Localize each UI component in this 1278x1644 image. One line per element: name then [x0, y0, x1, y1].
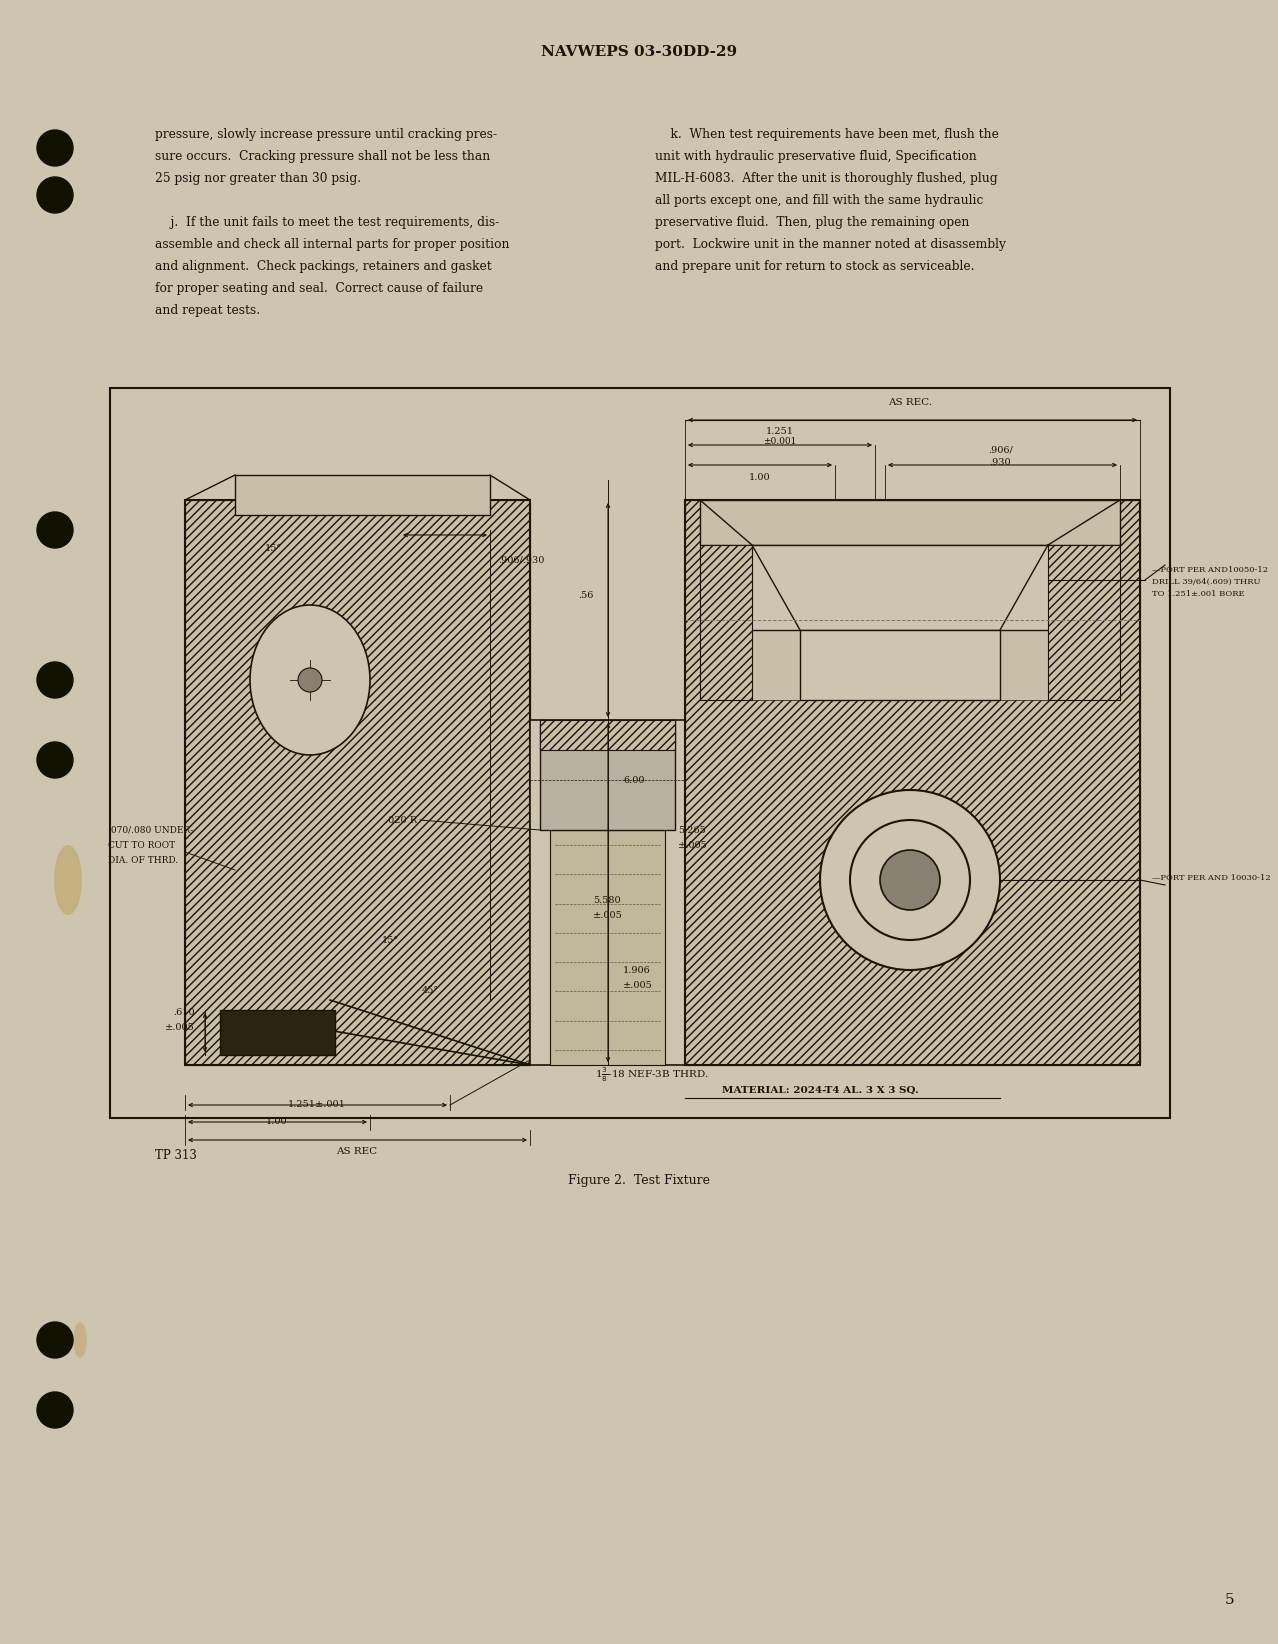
Text: and repeat tests.: and repeat tests. [155, 304, 261, 317]
Text: 1$\frac{3}{8}$-18 NEF-3B THRD.: 1$\frac{3}{8}$-18 NEF-3B THRD. [596, 1065, 709, 1085]
Circle shape [37, 178, 73, 214]
Bar [530, 720, 685, 1065]
Text: .070/.080 UNDER-: .070/.080 UNDER- [109, 825, 193, 835]
Text: 5.580: 5.580 [593, 896, 621, 904]
Bar [685, 500, 1140, 1065]
Text: ±.005: ±.005 [679, 840, 708, 850]
Text: ±.005: ±.005 [165, 1023, 196, 1031]
Text: for proper seating and seal.  Correct cause of failure: for proper seating and seal. Correct cau… [155, 283, 483, 294]
Circle shape [298, 667, 322, 692]
Text: .906/: .906/ [988, 446, 1012, 454]
Bar [1048, 546, 1120, 700]
Text: CUT TO ROOT: CUT TO ROOT [109, 840, 175, 850]
Text: 15°: 15° [381, 935, 399, 945]
Text: 25 psig nor greater than 30 psig.: 25 psig nor greater than 30 psig. [155, 173, 362, 186]
Text: pressure, slowly increase pressure until cracking pres-: pressure, slowly increase pressure until… [155, 128, 497, 141]
Text: 15°: 15° [265, 544, 282, 552]
Ellipse shape [54, 845, 82, 916]
Bar [800, 630, 999, 700]
Bar [700, 500, 1120, 700]
Text: NAVWEPS 03-30DD-29: NAVWEPS 03-30DD-29 [541, 44, 737, 59]
Text: j.  If the unit fails to meet the test requirements, dis-: j. If the unit fails to meet the test re… [155, 215, 500, 229]
Text: 1.00: 1.00 [749, 472, 771, 482]
Text: .906/.930: .906/.930 [498, 556, 544, 564]
Text: TO 1.251±.001 BORE: TO 1.251±.001 BORE [1151, 590, 1245, 598]
Bar [550, 830, 665, 1065]
Circle shape [37, 1322, 73, 1358]
Text: ±0.001: ±0.001 [763, 437, 796, 446]
Circle shape [820, 791, 999, 970]
Text: sure occurs.  Cracking pressure shall not be less than: sure occurs. Cracking pressure shall not… [155, 150, 491, 163]
Bar [185, 500, 530, 1065]
Bar [185, 500, 530, 1065]
Text: port.  Lockwire unit in the manner noted at disassembly: port. Lockwire unit in the manner noted … [656, 238, 1006, 252]
Text: all ports except one, and fill with the same hydraulic: all ports except one, and fill with the … [656, 194, 983, 207]
Circle shape [850, 820, 970, 940]
Text: 5: 5 [1226, 1593, 1235, 1606]
Bar [110, 388, 1169, 1118]
Circle shape [37, 511, 73, 547]
Text: .610: .610 [174, 1008, 196, 1016]
Text: 1.00: 1.00 [266, 1116, 288, 1126]
Text: .930: .930 [989, 457, 1011, 467]
Bar [541, 720, 675, 830]
Bar [235, 475, 489, 515]
Text: —PORT PER AND10050-12: —PORT PER AND10050-12 [1151, 566, 1268, 574]
Text: k.  When test requirements have been met, flush the: k. When test requirements have been met,… [656, 128, 999, 141]
Circle shape [37, 663, 73, 699]
Text: 45°: 45° [422, 985, 438, 995]
Text: assemble and check all internal parts for proper position: assemble and check all internal parts fo… [155, 238, 510, 252]
Ellipse shape [73, 1322, 87, 1358]
Text: unit with hydraulic preservative fluid, Specification: unit with hydraulic preservative fluid, … [656, 150, 976, 163]
Bar [541, 720, 675, 750]
Text: 1.251±.001: 1.251±.001 [288, 1100, 346, 1110]
Text: and alignment.  Check packings, retainers and gasket: and alignment. Check packings, retainers… [155, 260, 492, 273]
Circle shape [37, 130, 73, 166]
Bar [685, 500, 1140, 1065]
Circle shape [37, 1392, 73, 1429]
Circle shape [37, 741, 73, 778]
Text: AS REC: AS REC [336, 1148, 377, 1156]
Text: TP 313: TP 313 [155, 1149, 197, 1162]
Text: 1.906: 1.906 [622, 965, 651, 975]
Text: ±.005: ±.005 [593, 911, 622, 919]
Text: MIL-H-6083.  After the unit is thoroughly flushed, plug: MIL-H-6083. After the unit is thoroughly… [656, 173, 998, 186]
Text: 6.00: 6.00 [622, 776, 644, 784]
Bar [700, 500, 1120, 546]
Text: DIA. OF THRD.: DIA. OF THRD. [109, 855, 178, 865]
Text: .56: .56 [578, 590, 593, 600]
Text: preservative fluid.  Then, plug the remaining open: preservative fluid. Then, plug the remai… [656, 215, 970, 229]
Text: DRILL 39/64(.609) THRU: DRILL 39/64(.609) THRU [1151, 579, 1260, 585]
Text: and prepare unit for return to stock as serviceable.: and prepare unit for return to stock as … [656, 260, 975, 273]
Bar [750, 546, 1051, 630]
Bar [220, 1009, 335, 1055]
Text: ±.005: ±.005 [622, 980, 653, 990]
Text: .020 R: .020 R [385, 815, 417, 825]
Ellipse shape [250, 605, 371, 755]
Text: MATERIAL: 2024-T4 AL. 3 X 3 SQ.: MATERIAL: 2024-T4 AL. 3 X 3 SQ. [722, 1085, 919, 1095]
Circle shape [881, 850, 941, 911]
Text: Figure 2.  Test Fixture: Figure 2. Test Fixture [567, 1174, 711, 1187]
Bar [700, 546, 751, 700]
Text: 5.265: 5.265 [679, 825, 705, 835]
Text: 1.251: 1.251 [766, 426, 794, 436]
Text: AS REC.: AS REC. [888, 398, 932, 406]
Text: —PORT PER AND 10030-12: —PORT PER AND 10030-12 [1151, 875, 1270, 881]
